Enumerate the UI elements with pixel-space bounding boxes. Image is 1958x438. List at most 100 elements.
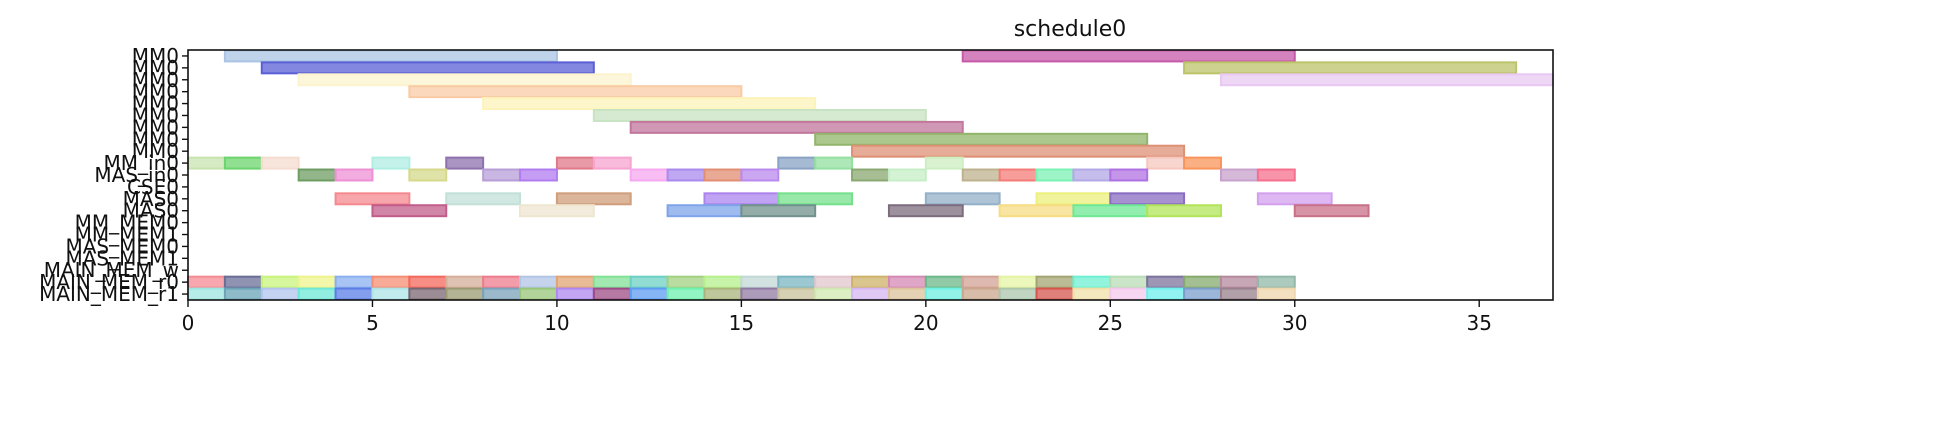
gantt-bar (223, 275, 263, 289)
gantt-bar (1146, 156, 1186, 170)
gantt-bar (555, 192, 632, 206)
gantt-bar (445, 275, 485, 289)
gantt-bar (371, 287, 411, 301)
gantt-bar (924, 275, 964, 289)
y-tick-label: MAS_MEM0 (65, 234, 179, 258)
x-tick-label: 35 (1466, 311, 1491, 335)
y-tick-label: MM_in0 (104, 151, 179, 175)
gantt-bar (555, 287, 595, 301)
gantt-bar (297, 168, 337, 182)
gantt-bar (777, 287, 817, 301)
gantt-bar (998, 287, 1038, 301)
gantt-bar (555, 156, 595, 170)
gantt-bar (519, 168, 558, 182)
gantt-bar (703, 287, 743, 301)
y-tick-label: MAS0 (123, 199, 179, 223)
gantt-bar (851, 144, 1186, 158)
gantt-bar (519, 204, 595, 218)
gantt-bar (887, 287, 927, 301)
y-tick-label: MAS0 (123, 187, 179, 211)
x-tick-label: 15 (729, 311, 754, 335)
gantt-bar (519, 287, 558, 301)
x-tick-label: 30 (1282, 311, 1307, 335)
gantt-bar (223, 49, 558, 63)
gantt-bar (998, 168, 1038, 182)
gantt-bar (445, 287, 485, 301)
gantt-bar (334, 275, 374, 289)
gantt-bar (1146, 275, 1186, 289)
x-tick-label: 25 (1098, 311, 1123, 335)
y-tick-label: MM_MEM1 (75, 223, 179, 247)
gantt-bar (1146, 287, 1186, 301)
gantt-bar (924, 192, 1001, 206)
gantt-bar (1219, 73, 1555, 87)
y-tick-label: MAIN_MEM_r1 (39, 282, 179, 306)
gantt-bar (260, 287, 300, 301)
bars-layer (187, 49, 1555, 301)
x-tick-label: 20 (913, 311, 938, 335)
gantt-bar (1256, 287, 1296, 301)
gantt-bar (851, 287, 890, 301)
gantt-bar (519, 275, 558, 289)
gantt-bar (629, 287, 669, 301)
y-tick-label: MAS_in0 (94, 163, 179, 187)
gantt-bar (297, 287, 337, 301)
y-tick-label: MM0 (132, 115, 179, 139)
gantt-bar (961, 49, 1296, 63)
y-tick-label: MM_MEM0 (75, 211, 179, 235)
gantt-bar (777, 275, 817, 289)
gantt-bar (1183, 156, 1222, 170)
gantt-bar (1256, 275, 1296, 289)
gantt-bar (592, 275, 632, 289)
gantt-bar (1109, 287, 1149, 301)
y-tick-label: MM0 (132, 56, 179, 80)
y-tick-label: MM0 (132, 103, 179, 127)
gantt-bar (334, 287, 374, 301)
gantt-bar (408, 85, 743, 99)
gantt-bar (998, 204, 1075, 218)
gantt-bar (482, 287, 522, 301)
gantt-bar (998, 275, 1038, 289)
gantt-bar (1035, 275, 1075, 289)
gantt-bar (482, 168, 522, 182)
gantt-bar (1183, 275, 1222, 289)
gantt-bar (887, 168, 927, 182)
gantt-bar (851, 168, 890, 182)
x-tick-label: 5 (366, 311, 379, 335)
gantt-bar (445, 156, 485, 170)
gantt-bar (961, 275, 1001, 289)
gantt-bar (1183, 287, 1222, 301)
gantt-bar (740, 287, 780, 301)
gantt-bar (777, 156, 817, 170)
gantt-bar (887, 204, 964, 218)
gantt-bar (961, 287, 1001, 301)
gantt-bar (703, 168, 743, 182)
gantt-bar (1072, 168, 1112, 182)
gantt-bar (1146, 204, 1222, 218)
gantt-bar (1219, 287, 1259, 301)
gantt-bar (1109, 192, 1186, 206)
gantt-bar (1293, 204, 1370, 218)
y-tick-label: MAIN_MEM_r0 (39, 270, 179, 294)
y-tick-labels: MM0MM0MM0MM0MM0MM0MM0MM0MM0MM_in0MAS_in0… (39, 44, 188, 306)
gantt-bar (629, 120, 964, 134)
gantt-bar (777, 192, 854, 206)
gantt-bar (1109, 275, 1149, 289)
y-tick-label: MM0 (132, 80, 179, 104)
gantt-bar (592, 287, 632, 301)
gantt-bar (1072, 287, 1112, 301)
gantt-bar (629, 275, 669, 289)
gantt-bar (223, 287, 263, 301)
gantt-bar (482, 97, 817, 111)
gantt-bar (961, 168, 1001, 182)
gantt-bar (1256, 192, 1333, 206)
chart-title: schedule0 (1014, 17, 1127, 42)
gantt-bar (371, 275, 411, 289)
gantt-bar (297, 73, 632, 87)
gantt-bar (223, 156, 263, 170)
y-tick-label: MM0 (132, 139, 179, 163)
gantt-bar (814, 287, 854, 301)
gantt-bar (260, 156, 300, 170)
gantt-bar (592, 156, 632, 170)
y-tick-label: MM0 (132, 127, 179, 151)
